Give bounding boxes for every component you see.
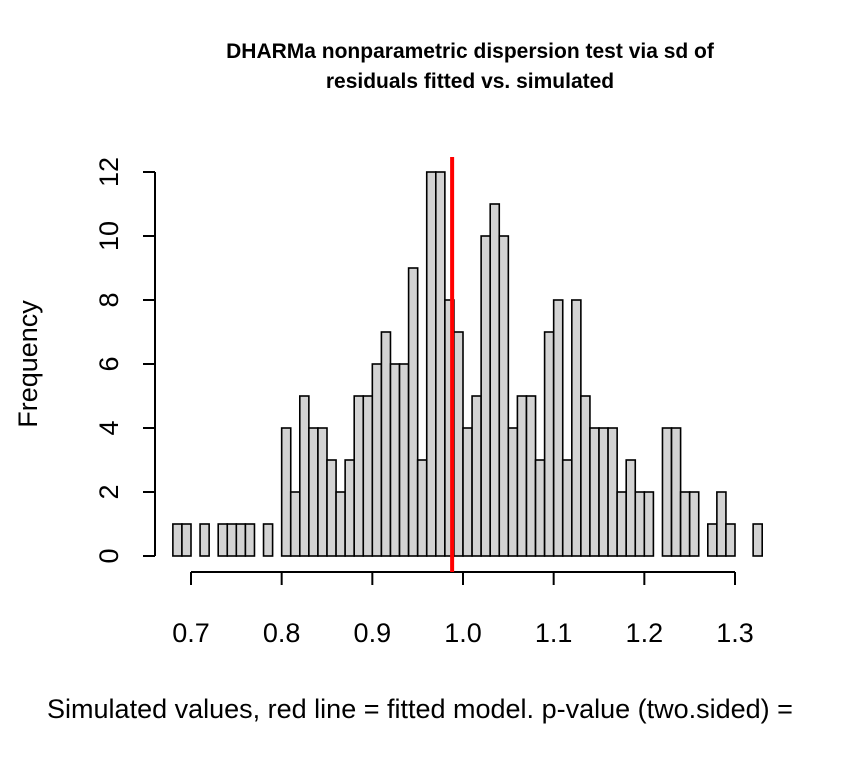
histogram-bar: [580, 395, 591, 557]
histogram-bar: [335, 491, 346, 557]
histogram-bar: [607, 427, 618, 557]
histogram-bar: [661, 427, 673, 557]
histogram-bar: [181, 523, 192, 557]
histogram-bar: [525, 395, 537, 557]
histogram-bar: [462, 427, 473, 557]
histogram-bar: [262, 523, 274, 557]
histogram-bar: [670, 427, 682, 557]
x-tick-label: 1.1: [535, 618, 573, 648]
histogram-bar: [344, 459, 356, 557]
x-tick-label: 0.8: [263, 618, 301, 648]
chart-title-line2: residuals fitted vs. simulated: [326, 70, 614, 93]
histogram-bar: [634, 491, 646, 557]
histogram-bar: [298, 395, 310, 557]
y-axis: 0 2 4 6 8 10 12: [94, 157, 156, 564]
histogram-bar: [489, 203, 501, 557]
histogram-bar: [172, 523, 183, 557]
histogram-bar: [453, 331, 464, 557]
histogram-bar: [371, 363, 383, 557]
histogram-bar: [688, 491, 700, 557]
x-tick-label: 1.3: [716, 618, 754, 648]
x-tick-label: 1.2: [626, 618, 664, 648]
histogram-bar: [199, 523, 210, 557]
histogram-bar: [471, 395, 482, 557]
y-tick-label: 6: [94, 356, 124, 371]
histogram-bar: [317, 427, 328, 557]
histogram-bar: [235, 523, 247, 557]
bars-group: [172, 171, 764, 557]
chart-title-line1: DHARMa nonparametric dispersion test via…: [226, 40, 715, 63]
histogram-bar: [326, 459, 337, 557]
histogram-bar: [434, 171, 446, 557]
histogram-bar: [416, 459, 428, 557]
histogram-bar: [725, 523, 736, 557]
histogram-bar: [389, 363, 401, 557]
histogram-bar: [289, 491, 301, 557]
histogram-bar: [398, 363, 410, 557]
histogram-bar: [543, 331, 555, 557]
histogram-bar: [280, 427, 292, 557]
histogram-bar: [498, 235, 510, 557]
histogram-bar: [308, 427, 319, 557]
histogram-bar: [353, 395, 365, 557]
histogram-bar: [552, 299, 564, 557]
histogram-bar: [706, 523, 718, 557]
y-tick-label: 4: [94, 420, 124, 435]
histogram-bar: [226, 523, 238, 557]
histogram-bar: [716, 491, 727, 557]
x-axis-label: Simulated values, red line = fitted mode…: [47, 694, 793, 724]
histogram-bar: [217, 523, 229, 557]
histogram-bar: [425, 171, 437, 557]
histogram-bar: [480, 235, 492, 557]
histogram-bar: [643, 491, 655, 557]
histogram-bar: [679, 491, 691, 557]
x-tick-label: 0.7: [172, 618, 210, 648]
y-axis-label: Frequency: [13, 300, 43, 428]
histogram-bar: [407, 267, 419, 557]
y-tick-label: 0: [94, 548, 124, 563]
histogram-bar: [625, 459, 637, 557]
histogram-bar: [534, 459, 546, 557]
y-tick-label: 2: [94, 484, 124, 499]
histogram-bar: [561, 459, 573, 557]
histogram-bar: [752, 523, 764, 557]
x-tick-label: 0.9: [354, 618, 392, 648]
histogram-bar: [362, 395, 374, 557]
histogram-bar: [507, 427, 519, 557]
y-tick-label: 8: [94, 292, 124, 307]
histogram-bar: [244, 523, 256, 557]
histogram-bar: [516, 395, 528, 557]
histogram-bar: [589, 427, 600, 557]
histogram-bar: [570, 299, 582, 557]
histogram-bar: [598, 427, 609, 557]
y-tick-label: 10: [94, 221, 124, 251]
histogram-bar: [616, 491, 628, 557]
x-tick-label: 1.0: [444, 618, 482, 648]
histogram-bar: [380, 331, 392, 557]
x-axis: 0.7 0.8 0.9 1.0 1.1 1.2 1.3: [172, 571, 754, 648]
y-tick-label: 12: [94, 157, 124, 187]
